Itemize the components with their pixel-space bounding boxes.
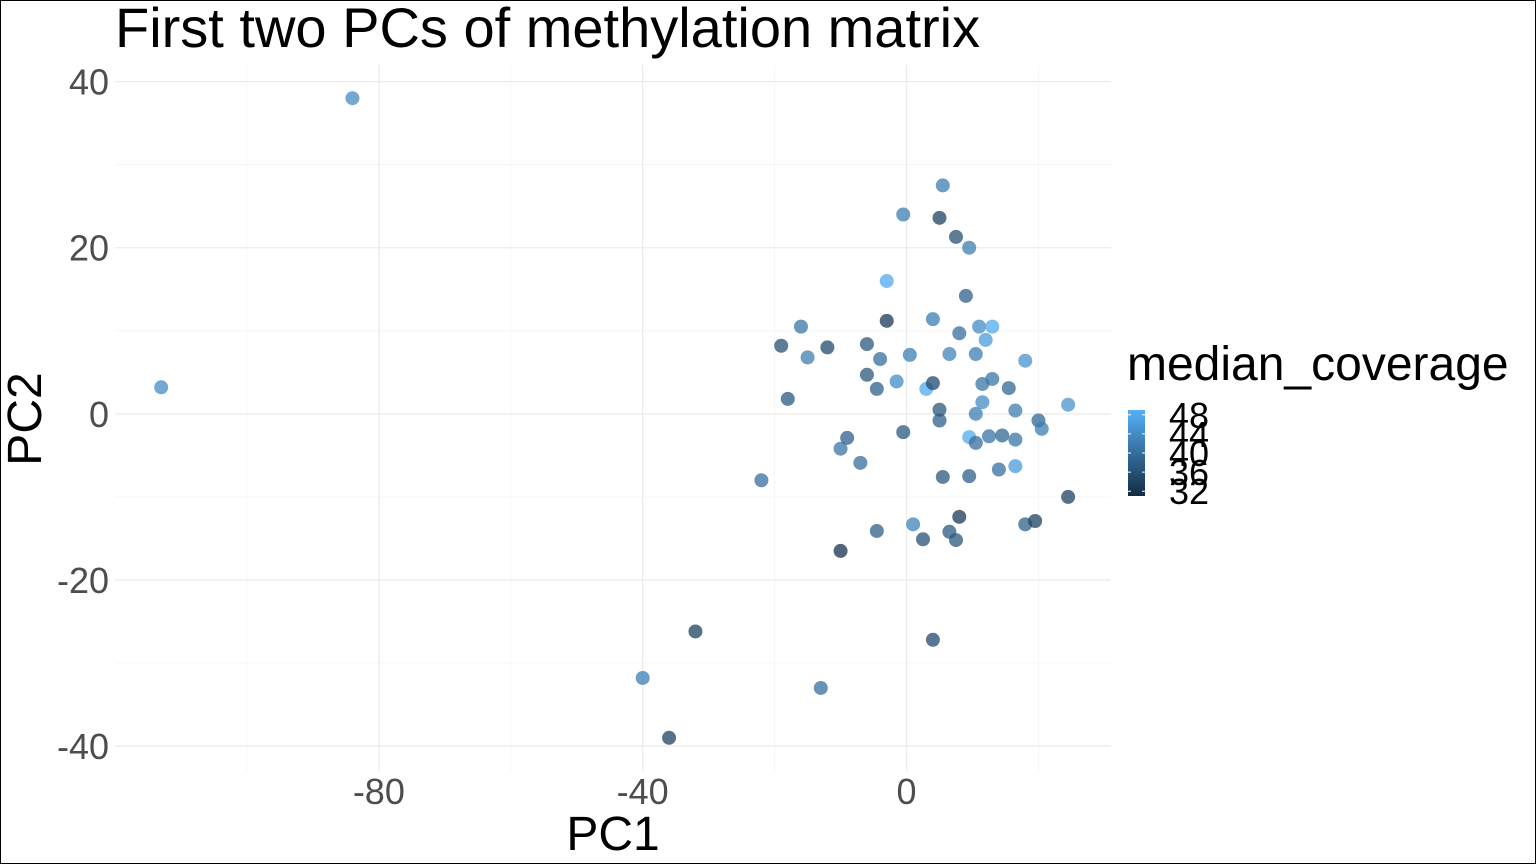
data-point: [1008, 432, 1023, 447]
data-point: [859, 367, 874, 382]
legend-title: median_coverage: [1127, 338, 1509, 391]
data-point: [833, 543, 848, 558]
data-point: [906, 517, 921, 532]
data-point: [896, 207, 911, 222]
data-point: [948, 229, 963, 244]
x-tick-label: -80: [353, 771, 405, 812]
data-point: [1061, 397, 1076, 412]
data-point: [932, 210, 947, 225]
data-point: [873, 352, 888, 367]
data-point: [793, 319, 808, 334]
data-point: [688, 624, 703, 639]
data-point: [896, 425, 911, 440]
legend-tick-label: 36: [1169, 452, 1209, 493]
data-point: [978, 332, 993, 347]
data-point: [925, 312, 940, 327]
data-point: [833, 441, 848, 456]
data-point: [853, 455, 868, 470]
legend-colorbar: [1128, 410, 1145, 496]
data-point: [869, 381, 884, 396]
data-point: [813, 680, 828, 695]
data-point: [902, 347, 917, 362]
y-tick-label: -40: [57, 726, 109, 767]
data-point: [916, 532, 931, 547]
data-point: [1008, 459, 1023, 474]
data-point: [962, 240, 977, 255]
chart-title: First two PCs of methylation matrix: [115, 1, 980, 59]
data-point: [879, 273, 894, 288]
data-point: [948, 533, 963, 548]
data-point: [780, 391, 795, 406]
data-point: [932, 413, 947, 428]
grid-lines: [115, 65, 1111, 771]
x-tick-label: -40: [617, 771, 669, 812]
x-axis-ticks: -80 -40 0: [353, 771, 917, 812]
data-point: [869, 523, 884, 538]
legend-tick-label: 32: [1169, 471, 1209, 512]
data-point: [889, 374, 904, 389]
data-point: [991, 462, 1006, 477]
data-point: [1034, 421, 1049, 436]
data-point: [942, 347, 957, 362]
data-point: [662, 730, 677, 745]
data-point: [975, 395, 990, 410]
data-point: [985, 371, 1000, 386]
x-tick-label: 0: [897, 771, 917, 812]
data-point: [972, 319, 987, 334]
data-point: [981, 429, 996, 444]
data-point: [879, 313, 894, 328]
data-point: [635, 670, 650, 685]
data-point: [1061, 489, 1076, 504]
data-point: [154, 380, 169, 395]
y-axis-title: PC2: [1, 372, 52, 465]
data-point: [968, 347, 983, 362]
data-point: [925, 632, 940, 647]
x-axis-title: PC1: [566, 808, 659, 861]
data-point: [962, 469, 977, 484]
data-point: [958, 288, 973, 303]
y-tick-label: 20: [69, 228, 109, 269]
data-points: [154, 91, 1076, 745]
data-point: [952, 509, 967, 524]
data-point: [985, 319, 1000, 334]
data-point: [859, 337, 874, 352]
legend-tick-label: 40: [1169, 433, 1209, 474]
data-point: [754, 473, 769, 488]
legend-tick-label: 48: [1169, 395, 1209, 436]
y-tick-label: 0: [89, 394, 109, 435]
y-axis-ticks: -40 -20 0 20 40: [57, 62, 109, 767]
data-point: [1001, 381, 1016, 396]
data-point: [1028, 513, 1043, 528]
data-point: [1008, 403, 1023, 418]
data-point: [932, 402, 947, 417]
data-point: [820, 340, 835, 355]
data-point: [968, 406, 983, 421]
legend-tick-label: 44: [1169, 414, 1209, 455]
data-point: [1018, 353, 1033, 368]
data-point: [935, 469, 950, 484]
data-point: [345, 91, 360, 106]
data-point: [935, 178, 950, 193]
data-point: [968, 435, 983, 450]
data-point: [840, 430, 855, 445]
data-point: [774, 338, 789, 353]
data-point: [800, 350, 815, 365]
data-point: [952, 326, 967, 341]
y-tick-label: -20: [57, 560, 109, 601]
data-point: [995, 428, 1010, 443]
data-point: [925, 376, 940, 391]
y-tick-label: 40: [69, 62, 109, 103]
